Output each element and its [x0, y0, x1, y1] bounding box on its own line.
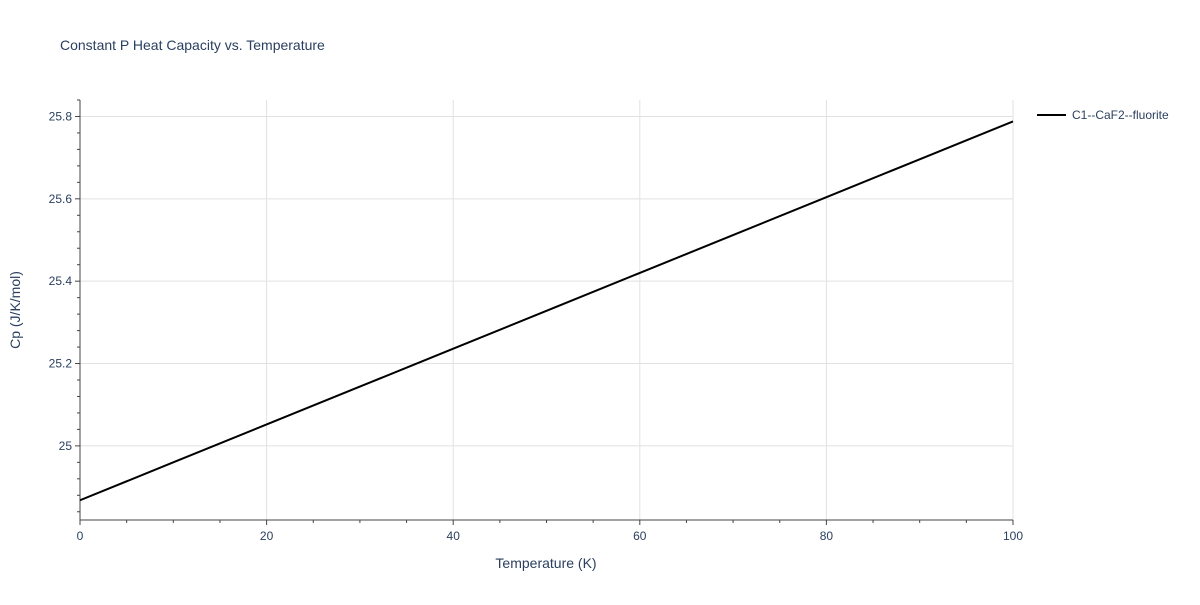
x-tick-label: 0	[77, 529, 84, 543]
axis-layer: 0 20 40 60 80 100 25 25.2 25.4 25.6 25.8	[49, 99, 1023, 543]
data-point	[732, 234, 734, 236]
x-tick-label: 60	[633, 529, 647, 543]
data-point	[359, 386, 361, 388]
x-tick-label: 40	[447, 529, 461, 543]
legend-label: C1--CaF2--fluorite	[1072, 108, 1169, 122]
x-tick-label: 100	[1003, 529, 1023, 543]
data-point	[266, 423, 268, 425]
data-point	[172, 461, 174, 463]
y-tick-label: 25.4	[49, 274, 73, 288]
data-point	[919, 158, 921, 160]
y-axis-title: Cp (J/K/mol)	[7, 271, 23, 349]
y-tick-label: 25.2	[49, 357, 73, 371]
data-point	[1012, 120, 1014, 122]
y-tick-label: 25	[59, 439, 73, 453]
data-point	[546, 310, 548, 312]
x-tick-label: 20	[260, 529, 274, 543]
x-axis-title: Temperature (K)	[495, 555, 596, 571]
chart-title: Constant P Heat Capacity vs. Temperature	[60, 37, 325, 53]
data-point	[452, 348, 454, 350]
data-point	[79, 499, 81, 501]
data-point	[639, 272, 641, 274]
series-line	[79, 120, 1014, 502]
legend[interactable]: C1--CaF2--fluorite	[1037, 108, 1169, 122]
y-tick-label: 25.6	[49, 192, 73, 206]
data-point	[825, 196, 827, 198]
grid-layer	[80, 100, 1014, 520]
series-layer	[79, 120, 1014, 502]
x-tick-label: 80	[820, 529, 834, 543]
y-tick-label: 25.8	[49, 109, 73, 123]
